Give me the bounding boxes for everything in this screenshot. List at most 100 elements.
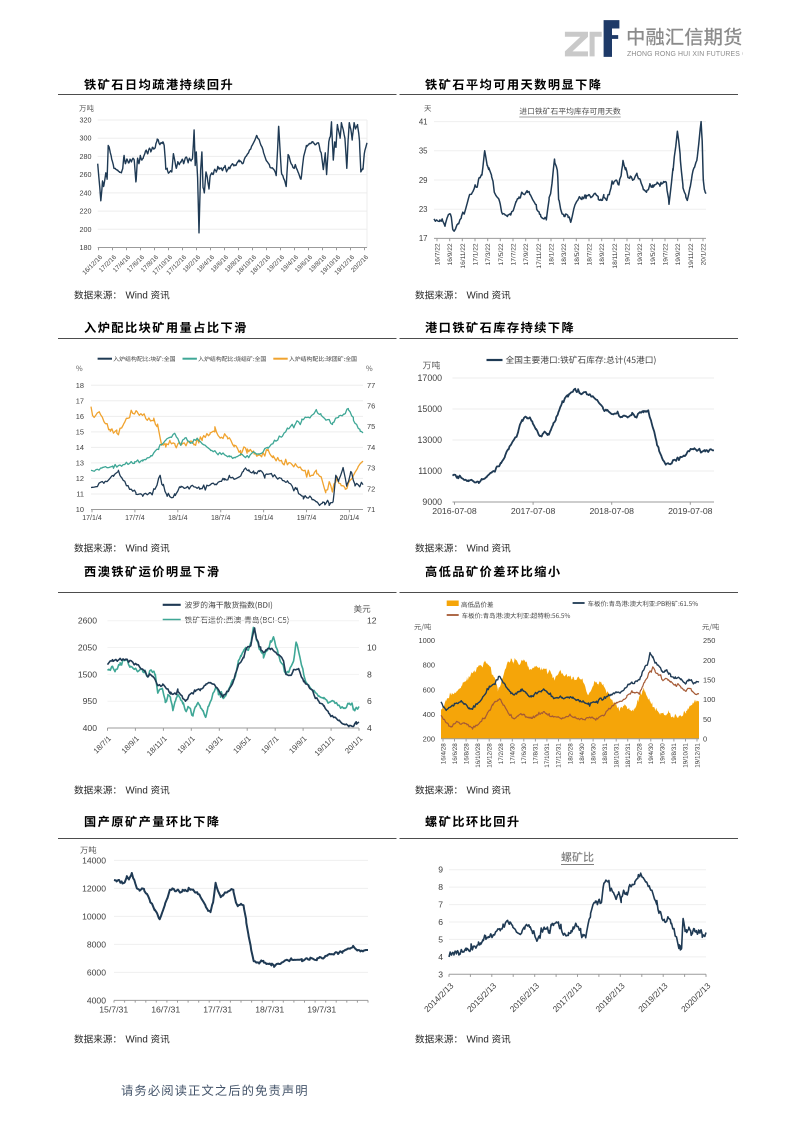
svg-text:19/3/1: 19/3/1 <box>203 734 224 755</box>
svg-text:16/11/22: 16/11/22 <box>460 243 467 269</box>
svg-text:18/11/22: 18/11/22 <box>612 243 619 269</box>
svg-text:18/7/31: 18/7/31 <box>255 1004 284 1014</box>
svg-text:19/1/4: 19/1/4 <box>254 515 274 522</box>
svg-text:2600: 2600 <box>78 616 97 626</box>
svg-text:2017-07-08: 2017-07-08 <box>511 506 556 516</box>
svg-text:17/9/22: 17/9/22 <box>523 243 530 265</box>
svg-text:18/5/22: 18/5/22 <box>574 243 581 265</box>
svg-text:16/8/28: 16/8/28 <box>463 743 470 765</box>
svg-text:19/11/22: 19/11/22 <box>688 243 695 269</box>
svg-text:8: 8 <box>367 669 372 679</box>
svg-text:19/9/1: 19/9/1 <box>287 734 308 755</box>
svg-text:18/7/4: 18/7/4 <box>211 515 231 522</box>
svg-text:18: 18 <box>76 381 84 390</box>
svg-text:19/1/1: 19/1/1 <box>175 734 196 755</box>
svg-text:17/6/30: 17/6/30 <box>521 743 528 765</box>
svg-text:18/12/31: 18/12/31 <box>625 743 632 768</box>
svg-text:200: 200 <box>423 735 435 744</box>
svg-text:8000: 8000 <box>87 939 106 949</box>
svg-text:2018-07-08: 2018-07-08 <box>589 506 634 516</box>
svg-text:19/3/22: 19/3/22 <box>637 243 644 265</box>
svg-text:18/11/1: 18/11/1 <box>145 734 169 758</box>
svg-text:2014/2/13: 2014/2/13 <box>422 980 456 1014</box>
svg-text:19/1/22: 19/1/22 <box>625 243 632 265</box>
svg-text:19/5/1: 19/5/1 <box>231 734 252 755</box>
svg-text:11: 11 <box>76 489 84 498</box>
svg-text:17/1/22: 17/1/22 <box>473 243 480 265</box>
svg-text:7: 7 <box>438 900 443 910</box>
svg-text:19/9/22: 19/9/22 <box>675 243 682 265</box>
svg-text:18/9/1: 18/9/1 <box>120 734 141 755</box>
svg-text:19/12/31: 19/12/31 <box>694 743 701 768</box>
svg-text:1000: 1000 <box>419 636 435 645</box>
svg-text:0: 0 <box>703 735 707 744</box>
svg-text:19/11/1: 19/11/1 <box>313 734 337 758</box>
svg-text:2015/2/13: 2015/2/13 <box>465 980 499 1014</box>
svg-text:12: 12 <box>76 474 84 483</box>
svg-text:18/9/22: 18/9/22 <box>599 243 606 265</box>
svg-text:16/7/22: 16/7/22 <box>435 243 442 265</box>
svg-text:2050: 2050 <box>78 643 97 653</box>
svg-text:17/1/4: 17/1/4 <box>82 515 102 522</box>
svg-text:13: 13 <box>76 458 84 467</box>
svg-text:240: 240 <box>80 188 92 197</box>
svg-text:16/7/31: 16/7/31 <box>151 1004 180 1014</box>
svg-text:16/12/28: 16/12/28 <box>486 743 493 768</box>
svg-text:19/8/31: 19/8/31 <box>671 743 678 765</box>
svg-text:17/10/31: 17/10/31 <box>544 743 551 768</box>
svg-text:18/10/31: 18/10/31 <box>613 743 620 768</box>
svg-text:72: 72 <box>367 484 375 493</box>
svg-text:10: 10 <box>76 505 84 514</box>
svg-text:23: 23 <box>419 205 428 214</box>
svg-text:10: 10 <box>367 643 377 653</box>
svg-text:15000: 15000 <box>418 404 443 414</box>
svg-text:2017/2/13: 2017/2/13 <box>550 980 584 1014</box>
svg-text:18/1/4: 18/1/4 <box>168 515 188 522</box>
svg-text:17: 17 <box>76 396 84 405</box>
svg-text:15/7/31: 15/7/31 <box>99 1004 128 1014</box>
svg-text:35: 35 <box>419 147 428 156</box>
svg-text:220: 220 <box>80 207 92 216</box>
svg-text:2019/2/13: 2019/2/13 <box>636 980 670 1014</box>
svg-text:950: 950 <box>83 696 98 706</box>
svg-text:18/4/30: 18/4/30 <box>579 743 586 765</box>
svg-text:17/2/28: 17/2/28 <box>498 743 505 765</box>
svg-text:16/6/28: 16/6/28 <box>452 743 459 765</box>
svg-text:200: 200 <box>80 225 92 234</box>
svg-text:19/7/31: 19/7/31 <box>307 1004 336 1014</box>
svg-text:17/7/31: 17/7/31 <box>203 1004 232 1014</box>
svg-text:6: 6 <box>438 917 443 927</box>
svg-text:19/5/22: 19/5/22 <box>650 243 657 265</box>
svg-text:19/7/22: 19/7/22 <box>663 243 670 265</box>
svg-text:17: 17 <box>419 234 428 243</box>
svg-text:15: 15 <box>76 427 84 436</box>
svg-text:71: 71 <box>367 505 375 514</box>
svg-text:19/10/31: 19/10/31 <box>683 743 690 768</box>
svg-text:20/1/1: 20/1/1 <box>343 734 364 755</box>
svg-text:50: 50 <box>703 715 711 724</box>
svg-text:18/3/22: 18/3/22 <box>561 243 568 265</box>
svg-text:2016/2/13: 2016/2/13 <box>508 980 542 1014</box>
svg-text:19/6/30: 19/6/30 <box>660 743 667 765</box>
svg-text:19/7/4: 19/7/4 <box>297 515 317 522</box>
svg-text:20/1/22: 20/1/22 <box>701 243 708 265</box>
svg-text:17/7/4: 17/7/4 <box>125 515 145 522</box>
svg-text:280: 280 <box>80 152 92 161</box>
svg-text:12000: 12000 <box>82 883 106 893</box>
svg-text:200: 200 <box>703 656 715 665</box>
svg-text:9000: 9000 <box>422 497 442 507</box>
svg-text:18/8/31: 18/8/31 <box>602 743 609 765</box>
svg-text:13000: 13000 <box>418 435 443 445</box>
svg-text:74: 74 <box>367 443 375 452</box>
svg-text:ZHONG RONG HUI XIN FUTURES C: ZHONG RONG HUI XIN FUTURES C <box>627 51 747 58</box>
svg-text:14: 14 <box>76 443 84 452</box>
svg-text:18/1/22: 18/1/22 <box>549 243 556 265</box>
svg-text:17/7/22: 17/7/22 <box>511 243 518 265</box>
svg-text:14000: 14000 <box>82 855 106 865</box>
svg-text:19/2/28: 19/2/28 <box>637 743 644 765</box>
svg-text:600: 600 <box>423 685 435 694</box>
svg-text:400: 400 <box>83 723 98 733</box>
svg-text:17/8/31: 17/8/31 <box>533 743 540 765</box>
svg-text:250: 250 <box>703 636 715 645</box>
svg-text:17/4/30: 17/4/30 <box>510 743 517 765</box>
